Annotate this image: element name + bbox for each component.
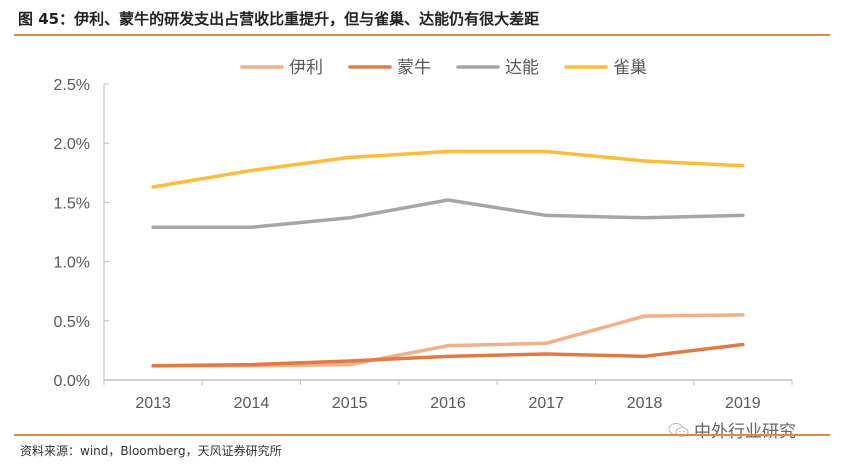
y-tick-label: 0.0% — [54, 373, 90, 390]
watermark: 中外行业研究 — [668, 417, 796, 442]
line-chart: 伊利 蒙牛 达能 雀巢 0.0% 0.5% 1.0% 1.5% 2.0% 2.5% 2013 201… — [54, 58, 793, 412]
source-note: 资料来源：wind，Bloomberg，天风证券研究所 — [20, 444, 282, 458]
y-tick-label: 0.5% — [54, 314, 90, 331]
legend-item-伊利: 伊利 — [240, 58, 323, 77]
axes: 0.0% 0.5% 1.0% 1.5% 2.0% 2.5% 2013 2014 2015 2016… — [54, 77, 793, 412]
y-tick-label: 1.5% — [54, 195, 90, 212]
footer-divider — [14, 434, 830, 436]
y-tick-label: 2.5% — [54, 77, 90, 94]
series-line-达能 — [151, 198, 745, 230]
figure-title: 图 45：伊利、蒙牛的研发支出占营收比重提升，但与雀巢、达能仍有很大差距 — [18, 10, 540, 28]
series-line-伊利 — [151, 313, 745, 368]
y-tick-label: 2.0% — [54, 136, 90, 153]
legend-label: 伊利 — [289, 58, 323, 77]
x-tick-label: 2014 — [234, 395, 270, 412]
x-tick-label: 2017 — [528, 395, 564, 412]
x-tick-label: 2018 — [627, 395, 663, 412]
legend-label: 蒙牛 — [397, 58, 431, 77]
legend-item-蒙牛: 蒙牛 — [348, 58, 431, 77]
legend-label: 雀巢 — [613, 58, 647, 77]
x-tick-label: 2013 — [135, 395, 171, 412]
series-group — [151, 149, 745, 368]
x-tick-label: 2015 — [332, 395, 368, 412]
legend-item-雀巢: 雀巢 — [564, 58, 647, 77]
series-line-雀巢 — [151, 149, 745, 189]
legend: 伊利 蒙牛 达能 雀巢 — [240, 58, 647, 77]
y-tick-label: 1.0% — [54, 255, 90, 272]
legend-item-达能: 达能 — [456, 58, 539, 77]
x-tick-label: 2019 — [725, 395, 761, 412]
watermark-text: 中外行业研究 — [694, 422, 796, 442]
title-divider — [14, 34, 830, 36]
x-tick-label: 2016 — [430, 395, 466, 412]
legend-label: 达能 — [505, 58, 539, 77]
series-line-蒙牛 — [151, 342, 745, 368]
